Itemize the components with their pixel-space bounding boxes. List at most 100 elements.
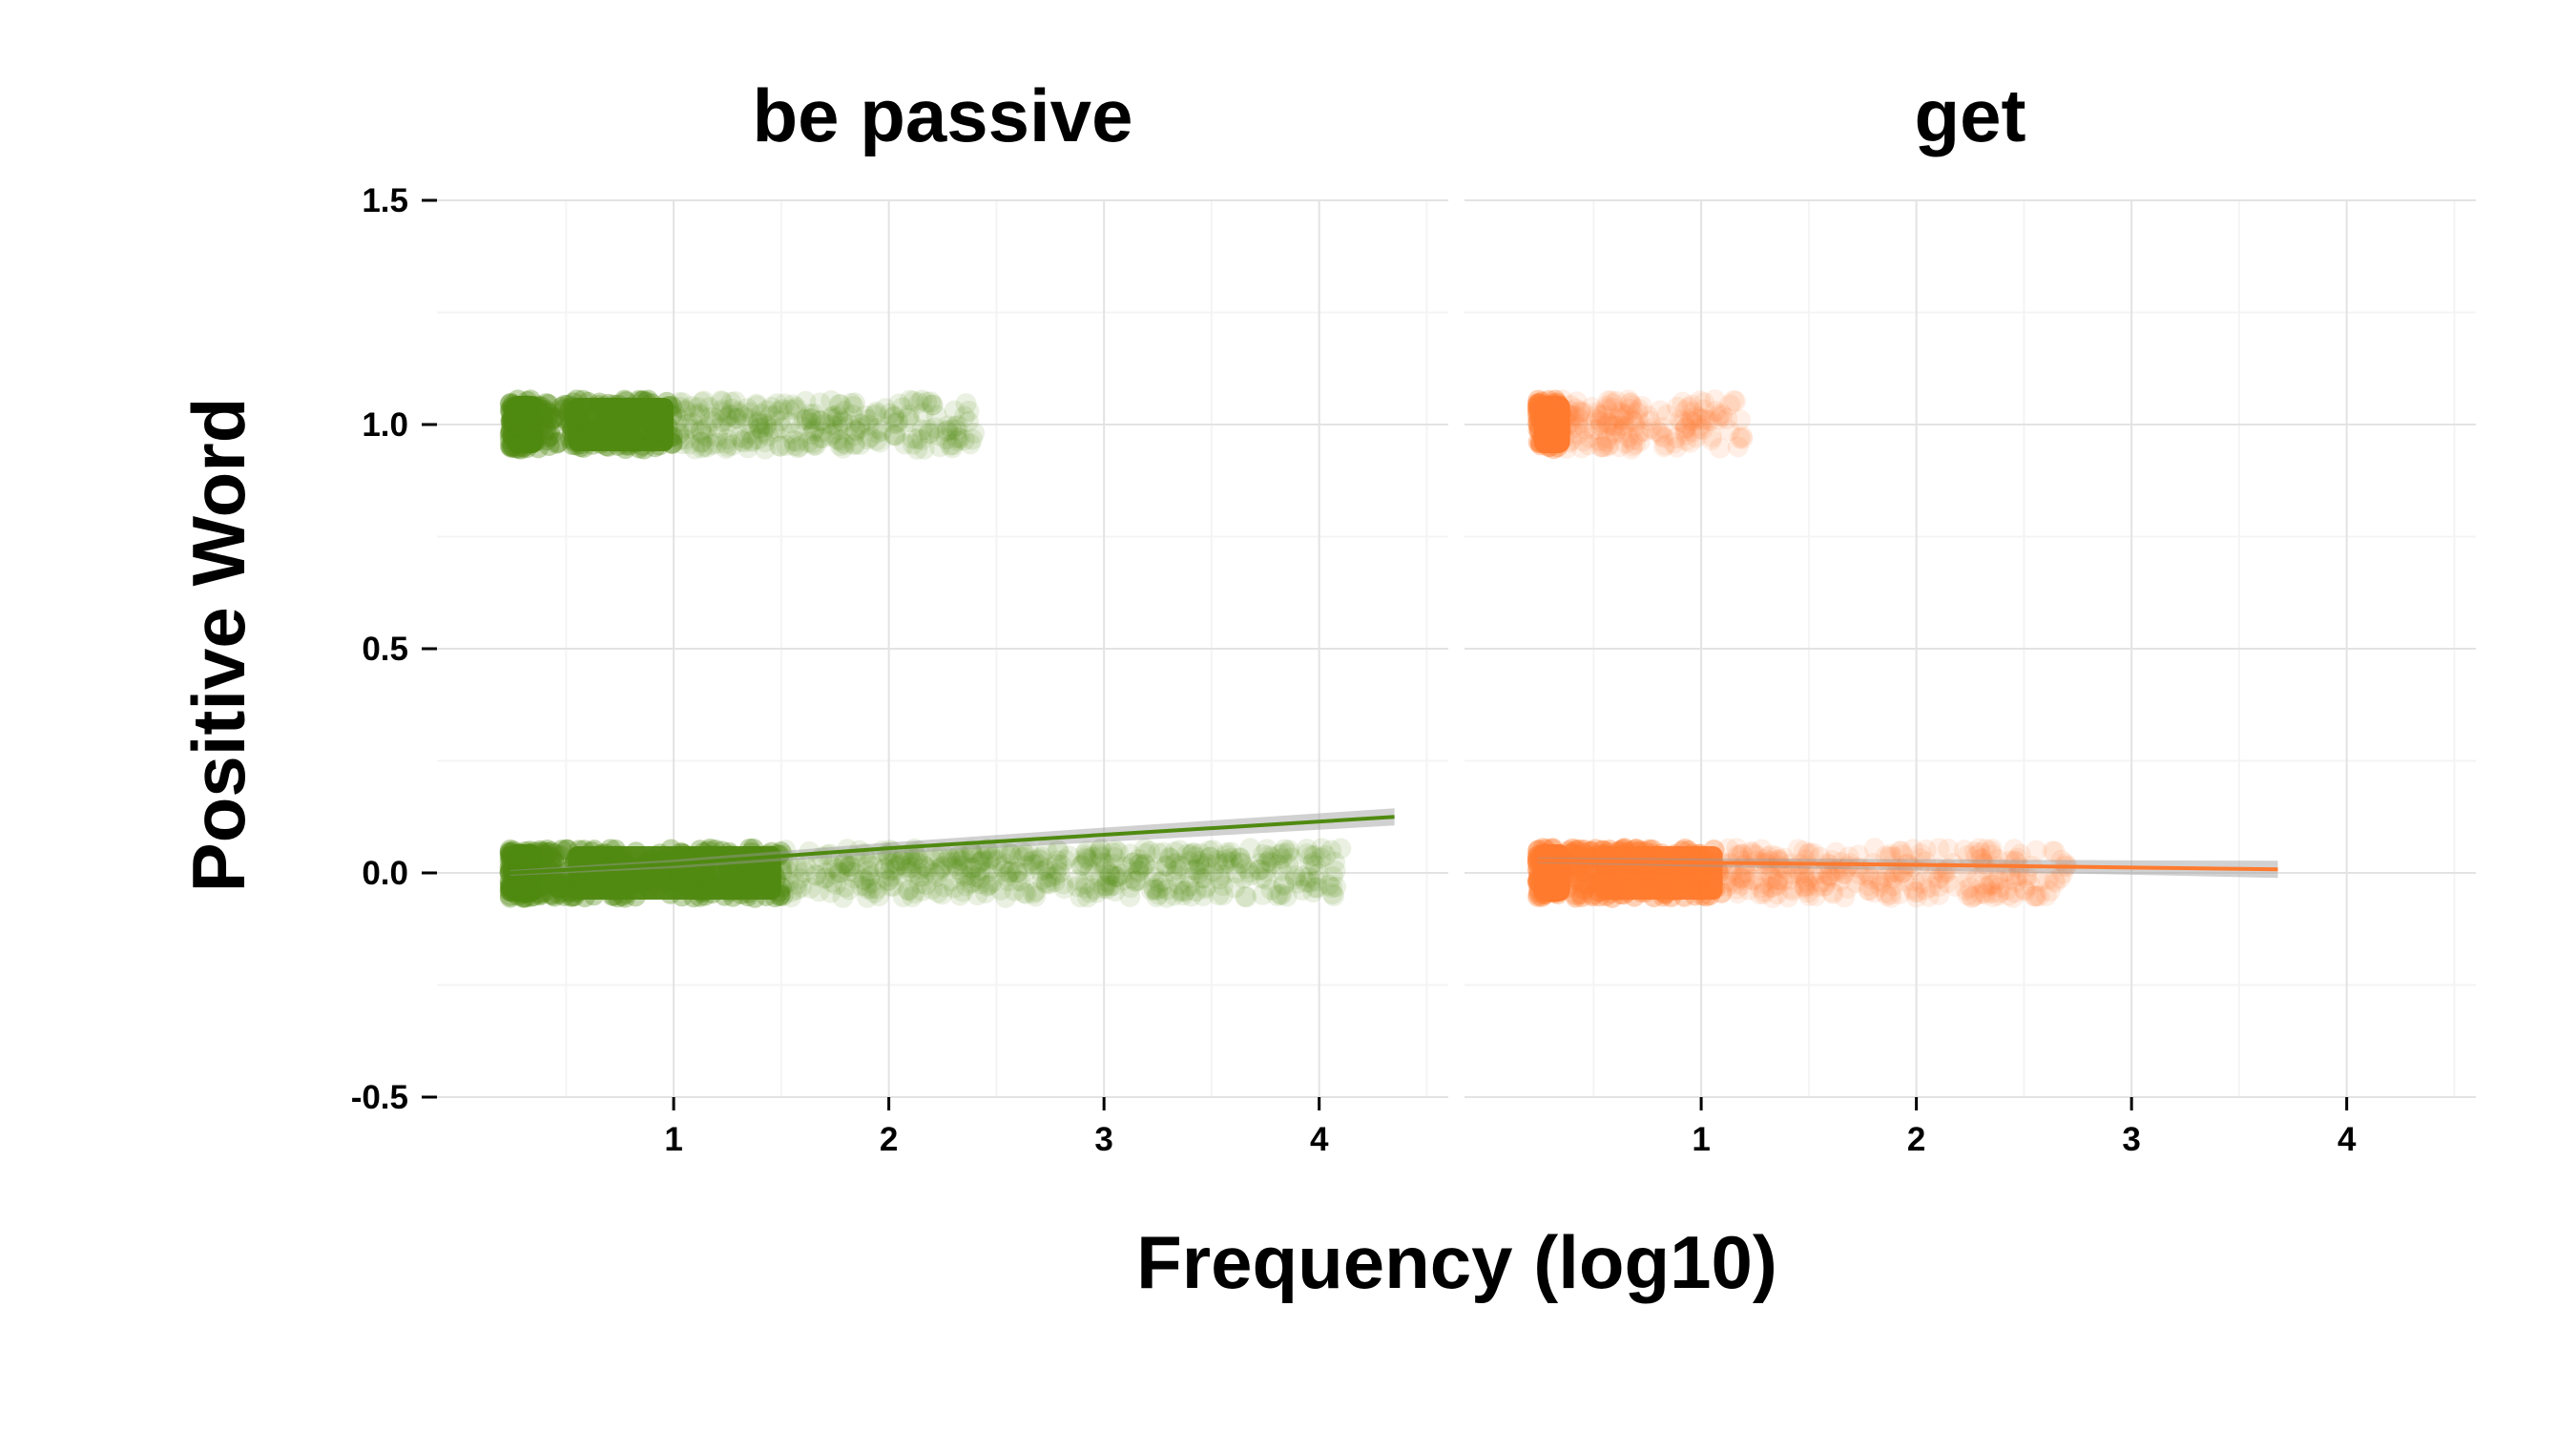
data-point [513,426,535,448]
data-point [1559,394,1581,416]
data-point [1666,436,1688,458]
data-point [866,429,888,451]
data-point [592,843,613,865]
data-point [965,856,987,878]
data-point [1303,845,1325,867]
data-point [773,875,795,897]
data-point [1708,861,1730,883]
data-point [1586,872,1608,894]
data-point [543,870,565,892]
data-point [896,859,918,881]
data-point [689,885,711,907]
data-point [706,425,728,447]
data-point [1261,852,1283,874]
data-point [1198,840,1220,861]
data-point [641,851,663,873]
data-point [1802,842,1824,864]
data-point [1280,847,1302,869]
data-point [1611,403,1633,425]
data-point [1108,865,1130,887]
data-point [1863,838,1885,860]
data-point [1780,878,1802,900]
data-point [711,391,733,413]
data-point [1650,864,1672,886]
data-point [530,840,551,861]
data-point [571,389,593,411]
data-point [941,848,963,870]
data-point [1772,870,1794,892]
data-point [537,426,559,448]
data-point [906,852,928,874]
data-point [1090,865,1111,887]
data-point [897,407,919,429]
data-point [602,398,624,420]
data-point [794,861,816,883]
data-point [556,839,578,861]
data-point [1079,881,1101,903]
data-point [950,849,972,871]
point-column [1533,396,1570,453]
data-point [1164,853,1186,875]
data-point [1129,854,1151,876]
data-point [968,852,990,874]
data-point [1827,861,1849,882]
data-point [701,434,723,456]
data-point [1036,873,1058,895]
data-point [499,400,521,422]
data-point [746,395,768,417]
data-point [501,408,523,430]
data-point [1768,855,1790,877]
data-point [1619,398,1641,420]
data-point [1869,875,1891,897]
data-point [1568,847,1590,869]
data-point [1987,884,2009,906]
data-point [617,404,639,425]
data-point [1927,868,1949,890]
data-point [750,404,772,425]
data-point [516,876,538,898]
data-point [1781,880,1803,902]
data-point [924,417,946,439]
data-point [1623,411,1645,433]
data-point [1556,404,1578,425]
data-point [1731,867,1753,889]
data-point [511,420,533,442]
data-point [1184,846,1206,868]
data-point [1589,881,1610,902]
data-point [1928,883,1950,905]
data-point [1029,849,1051,871]
data-point [501,436,523,458]
data-point [521,427,543,449]
data-point [769,435,791,457]
data-point [1708,408,1730,430]
data-point [999,861,1021,883]
data-point [687,878,709,900]
data-point [1548,403,1570,425]
data-point [1595,430,1617,452]
data-point [703,407,725,429]
trend-line [509,815,1395,875]
data-point [635,391,657,413]
data-point [1611,861,1633,883]
data-point [921,848,943,870]
data-point [1301,845,1323,867]
data-point [653,871,675,893]
data-point [1798,884,1820,906]
data-point [554,407,576,429]
data-point [500,409,522,431]
data-point [946,855,968,877]
data-point [1178,875,1200,897]
data-point [2044,869,2066,891]
data-point [921,879,943,901]
data-point [1574,878,1596,900]
data-point [1970,882,1992,904]
data-point [1548,861,1569,882]
data-point [1690,866,1712,888]
data-point [1566,839,1588,861]
data-point [1759,850,1781,872]
data-point [1215,849,1236,871]
data-point [902,885,924,907]
data-point [510,863,532,885]
data-point [991,856,1013,878]
